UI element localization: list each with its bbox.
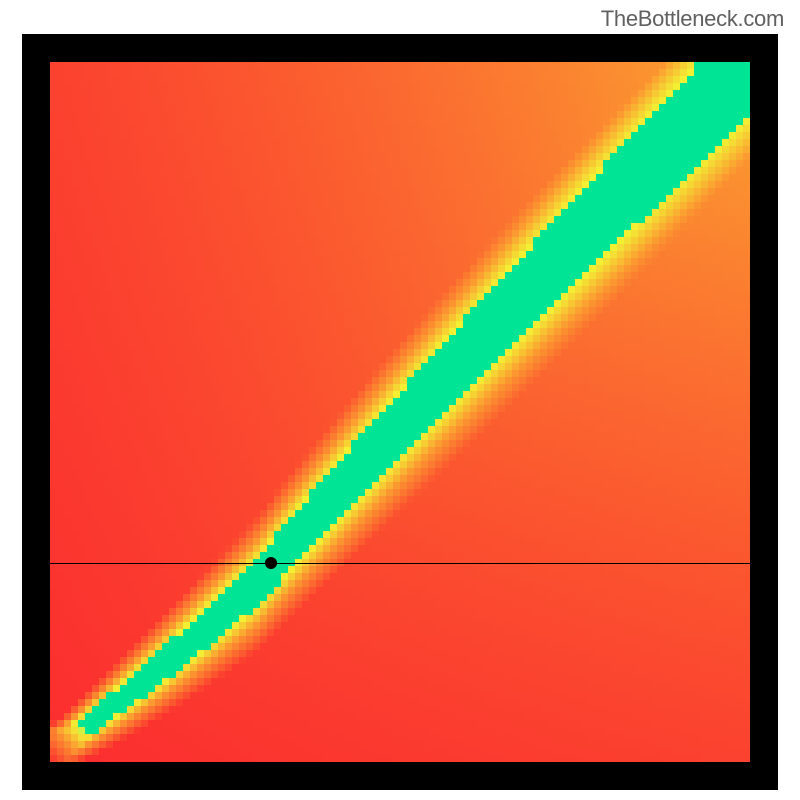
plot-frame: [22, 34, 778, 790]
data-point-marker: [265, 557, 277, 569]
chart-container: TheBottleneck.com: [0, 0, 800, 800]
crosshair-horizontal: [50, 563, 750, 564]
watermark-text: TheBottleneck.com: [601, 6, 784, 32]
heatmap-canvas: [50, 62, 750, 762]
plot-area: [50, 62, 750, 762]
